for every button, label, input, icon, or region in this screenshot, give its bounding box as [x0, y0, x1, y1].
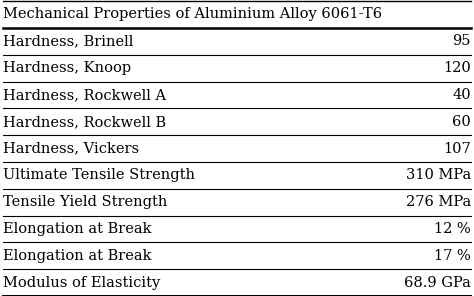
- Text: Hardness, Rockwell A: Hardness, Rockwell A: [3, 88, 166, 102]
- Text: 40: 40: [452, 88, 471, 102]
- Text: Hardness, Knoop: Hardness, Knoop: [3, 61, 131, 75]
- Text: Hardness, Vickers: Hardness, Vickers: [3, 141, 139, 156]
- Text: Hardness, Rockwell B: Hardness, Rockwell B: [3, 115, 166, 129]
- Text: 60: 60: [452, 115, 471, 129]
- Text: 120: 120: [443, 61, 471, 75]
- Text: Ultimate Tensile Strength: Ultimate Tensile Strength: [3, 168, 195, 182]
- Text: 68.9 GPa: 68.9 GPa: [404, 276, 471, 289]
- Text: Modulus of Elasticity: Modulus of Elasticity: [3, 276, 160, 289]
- Text: 17 %: 17 %: [434, 249, 471, 263]
- Text: Hardness, Brinell: Hardness, Brinell: [3, 34, 133, 49]
- Text: 12 %: 12 %: [434, 222, 471, 236]
- Text: Elongation at Break: Elongation at Break: [3, 222, 152, 236]
- Text: 107: 107: [443, 141, 471, 156]
- Text: 276 MPa: 276 MPa: [406, 195, 471, 209]
- Text: 310 MPa: 310 MPa: [406, 168, 471, 182]
- Text: 95: 95: [453, 34, 471, 49]
- Text: Mechanical Properties of Aluminium Alloy 6061-T6: Mechanical Properties of Aluminium Alloy…: [3, 7, 382, 21]
- Text: Tensile Yield Strength: Tensile Yield Strength: [3, 195, 167, 209]
- Text: Elongation at Break: Elongation at Break: [3, 249, 152, 263]
